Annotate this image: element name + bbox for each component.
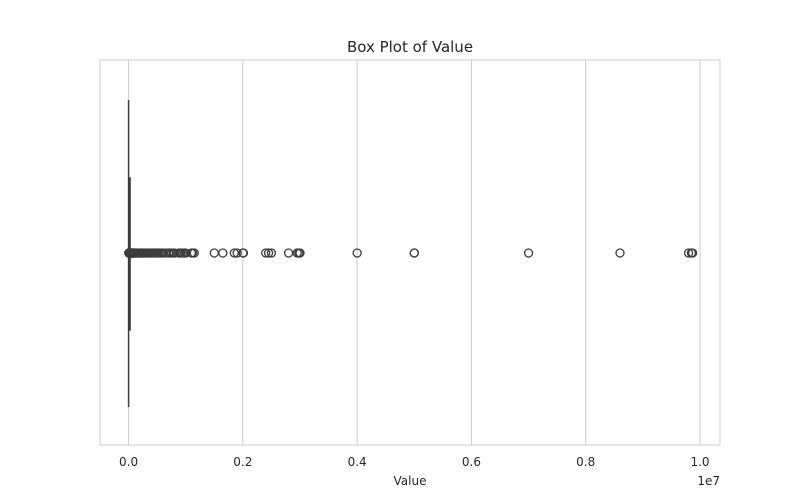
x-tick-label: 0.2 [233,455,252,469]
plot-area-frame [99,59,721,446]
data-layer [124,100,698,407]
x-axis-label: Value [394,474,427,488]
outlier-point [683,248,694,258]
outlier-point [238,248,249,258]
outlier-point [263,248,274,258]
outlier-point [523,248,534,258]
outlier-point [352,248,362,258]
x-tick-label: 1.0 [690,455,709,469]
x-axis-scale-label: 1e7 [697,474,720,488]
x-tick-label: 0.4 [348,455,367,469]
chart-title: Box Plot of Value [347,38,473,56]
outlier-point [687,248,698,258]
outlier-point [218,248,228,258]
outlier-point [295,248,305,258]
outlier-point [261,248,271,258]
x-tick-labels: 0.0 0.2 0.4 0.6 0.8 1.0 [119,455,710,469]
outlier-point [409,248,419,258]
x-tick-label: 0.6 [462,455,481,469]
outlier-point [232,248,242,258]
x-tick-label: 0.0 [119,455,138,469]
outlier-point [266,248,277,258]
x-tick-label: 0.8 [576,455,595,469]
outlier-point [615,248,625,258]
outlier-point [189,248,199,258]
